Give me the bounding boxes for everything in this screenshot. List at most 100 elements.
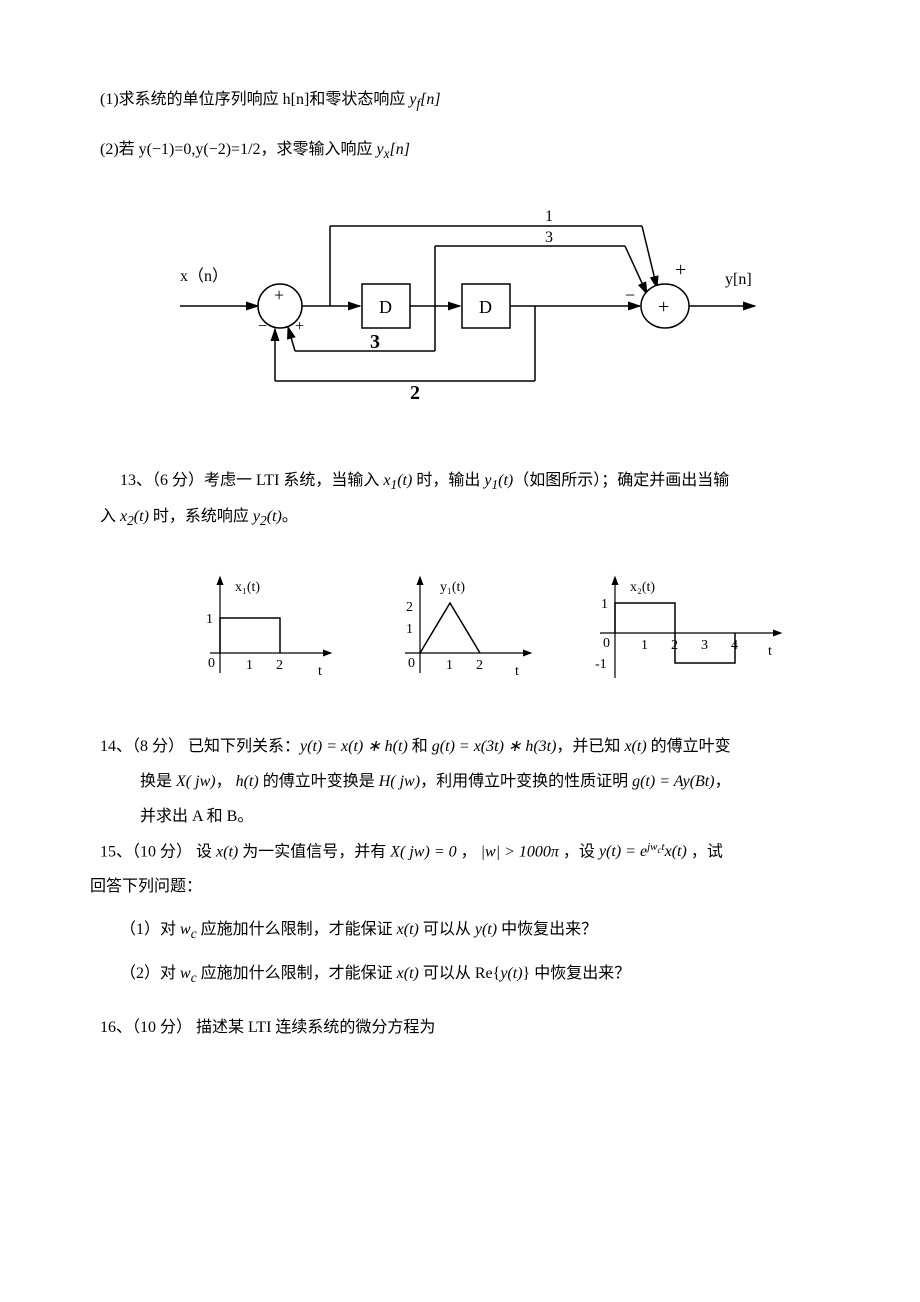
plot2-y1: 1	[406, 622, 413, 637]
q14-l2b: ，	[216, 773, 236, 790]
plots-row: x₁(t) 1 0 1 2 t y₁(t) 1 2 0 1 2 t x₂(t) …	[170, 563, 830, 693]
plot2-signal	[420, 603, 480, 653]
q16-text: 16、（10 分） 描述某 LTI 连续系统的微分方程为	[100, 1019, 435, 1036]
q15-sub1: （1）对 wc 应施加什么限制，才能保证 x(t) 可以从 y(t) 中恢复出来…	[120, 916, 830, 946]
q13-line1: 13、（6 分）考虑一 LTI 系统，当输入 x1(t) 时，输出 y1(t)（…	[120, 467, 830, 497]
q13-l2a: 入	[100, 508, 120, 525]
plot3-title: x₂(t)	[630, 580, 655, 595]
q14-and: 和	[408, 738, 432, 755]
q15-cond: |w| > 1000π	[481, 843, 559, 860]
q14-l2c: 的傅立叶变换是	[259, 773, 379, 790]
q14-l2d: ，利用傅立叶变换的性质证明	[420, 773, 632, 790]
q15-s2-yt: y(t)	[500, 965, 522, 982]
q15-yt: y(t) = ejwctx(t)	[599, 843, 687, 860]
plot2-2: 2	[476, 658, 483, 673]
plot3-yn1: -1	[595, 657, 607, 672]
plot2-1: 1	[446, 658, 453, 673]
q14-line3: 并求出 A 和 B。	[140, 803, 830, 832]
q14-gt: g(t) = Ay(Bt)	[632, 773, 715, 790]
q12-part1-math: yf[n]	[409, 91, 440, 108]
plot3-3: 3	[701, 638, 708, 653]
q15-l1d: ，设	[559, 843, 599, 860]
plot2-0: 0	[408, 656, 415, 671]
q15-line1: 15、（10 分） 设 x(t) 为一实值信号，并有 X( jw) = 0 ， …	[100, 838, 830, 867]
plot2-y2: 2	[406, 600, 413, 615]
plot1-0: 0	[208, 656, 215, 671]
plot1-1: 1	[246, 658, 253, 673]
plot-y1t: y₁(t) 1 2 0 1 2 t	[370, 563, 540, 693]
block-yn-label: y[n]	[725, 271, 752, 288]
q13-y1t: y1(t)	[484, 472, 513, 489]
plot3-y1: 1	[601, 597, 608, 612]
plot1-title: x₁(t)	[235, 580, 260, 595]
q14-xt: x(t)	[624, 738, 646, 755]
block-gain-1: 1	[545, 208, 553, 225]
q15-wc1: wc	[180, 921, 197, 938]
q15-l1b: 为一实值信号，并有	[238, 843, 390, 860]
q14-l2a: 换是	[140, 773, 176, 790]
block-xn-label: x（n）	[180, 267, 228, 285]
q15-l1c: ，	[457, 843, 481, 860]
q15-line2: 回答下列问题：	[90, 873, 830, 902]
q13-l1a: 13、（6 分）考虑一 LTI 系统，当输入	[120, 472, 383, 489]
q15-l2: 回答下列问题：	[90, 878, 202, 895]
plot3-2: 2	[671, 638, 678, 653]
q15-sub2: （2）对 wc 应施加什么限制，才能保证 x(t) 可以从 Re{y(t)} 中…	[120, 960, 830, 990]
plot3-1: 1	[641, 638, 648, 653]
block-sum-left-plus2: +	[295, 318, 304, 335]
q15-wc2: wc	[180, 965, 197, 982]
block-fb3-up	[288, 327, 295, 351]
plot1-2: 2	[276, 658, 283, 673]
plot1-t: t	[318, 664, 322, 679]
q14-rel2: g(t) = x(3t) ∗ h(3t)	[432, 738, 557, 755]
q15-s1d: 中恢复出来？	[497, 921, 597, 938]
q13-l1b: 时，输出	[412, 472, 484, 489]
q12-part2-text: (2)若 y(−1)=0,y(−2)=1/2，求零输入响应	[100, 141, 377, 158]
plot1-y1: 1	[206, 612, 213, 627]
q15-s1a: （1）对	[120, 921, 180, 938]
block-sum-left-plus1: +	[274, 285, 284, 305]
block-sum-left-minus: −	[258, 318, 267, 335]
q15-s2-xt: x(t)	[397, 965, 419, 982]
q13-line2: 入 x2(t) 时，系统响应 y2(t)。	[100, 503, 830, 533]
q12-part2: (2)若 y(−1)=0,y(−2)=1/2，求零输入响应 yx[n]	[100, 136, 830, 166]
q15-s1-xt: x(t)	[397, 921, 419, 938]
q14-l3: 并求出 A 和 B。	[140, 808, 253, 825]
q14-l1a: 14、（8 分） 已知下列关系：	[100, 738, 300, 755]
q15-s2a: （2）对	[120, 965, 180, 982]
q12-part1: (1)求系统的单位序列响应 h[n]和零状态响应 yf[n]	[100, 86, 830, 116]
q13-l2b: 时，系统响应	[149, 508, 253, 525]
q14-rel1: y(t) = x(t) ∗ h(t)	[300, 738, 408, 755]
block-sum-right-plus2: +	[658, 296, 669, 318]
q15-l1a: 15、（10 分） 设	[100, 843, 216, 860]
plot3-4: 4	[731, 638, 738, 653]
q13-y2t: y2(t)	[253, 508, 282, 525]
q15-s1c: 可以从	[419, 921, 475, 938]
q14-l1b: ，并已知	[556, 738, 624, 755]
block-sum-right-minus: −	[625, 285, 635, 305]
q14-ht: h(t)	[236, 773, 259, 790]
q13-l2c: 。	[282, 508, 298, 525]
plot-x1t: x₁(t) 1 0 1 2 t	[170, 563, 340, 693]
q13-x2t: x2(t)	[120, 508, 149, 525]
block-gain-2: 2	[410, 382, 420, 404]
plot1-signal	[220, 618, 280, 653]
q14-xjw: X( jw)	[176, 773, 216, 790]
q14-line1: 14、（8 分） 已知下列关系：y(t) = x(t) ∗ h(t) 和 g(t…	[100, 733, 830, 762]
block-tap1-d	[642, 226, 657, 288]
q15-s2b: 应施加什么限制，才能保证	[197, 965, 397, 982]
plot2-title: y₁(t)	[440, 580, 465, 595]
q15-xt: x(t)	[216, 843, 238, 860]
block-sum-right-plus1: +	[675, 259, 686, 281]
plot2-t: t	[515, 664, 519, 679]
q15-l1e: ，试	[687, 843, 723, 860]
q15-xjw0: X( jw) = 0	[390, 843, 456, 860]
q14-l1c: 的傅立叶变	[647, 738, 731, 755]
block-diagram: x（n） + − + D D 1 + 3 3 2 − + y[n]	[150, 196, 830, 417]
q13-l1c: （如图所示）；确定并画出当输	[513, 472, 729, 489]
q15-s1-yt: y(t)	[475, 921, 497, 938]
q13-x1t: x1(t)	[383, 472, 412, 489]
plot3-0: 0	[603, 636, 610, 651]
q14-l2e: ，	[715, 773, 731, 790]
q12-part2-math: yx[n]	[377, 141, 411, 158]
